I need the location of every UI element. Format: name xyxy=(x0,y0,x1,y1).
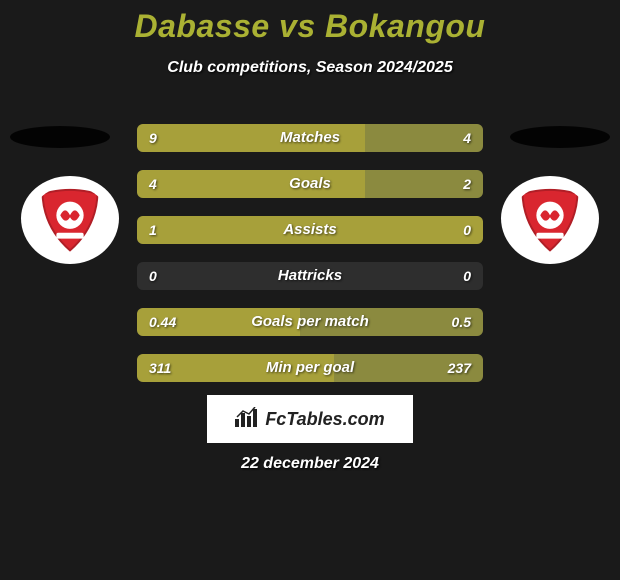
team-crest-left xyxy=(21,176,119,264)
stat-row: Matches9 4 xyxy=(137,124,483,152)
stat-label: Matches xyxy=(137,124,483,152)
stat-value-left: 9 xyxy=(149,124,157,152)
stat-value-left: 1 xyxy=(149,216,157,244)
stat-label: Hattricks xyxy=(137,262,483,290)
snapshot-date: 22 december 2024 xyxy=(0,455,620,473)
stat-value-left: 311 xyxy=(149,354,171,382)
stat-row: Min per goal311 237 xyxy=(137,354,483,382)
bar-chart-icon xyxy=(235,407,261,432)
stat-label: Assists xyxy=(137,216,483,244)
player-shadow-right xyxy=(510,126,610,148)
stat-value-right: 0 xyxy=(463,216,471,244)
stat-value-right: 4 xyxy=(463,124,471,152)
stat-label: Goals xyxy=(137,170,483,198)
stat-value-right: 237 xyxy=(448,354,471,382)
stat-label: Min per goal xyxy=(137,354,483,382)
shield-icon xyxy=(511,186,589,254)
stat-value-left: 0 xyxy=(149,262,157,290)
fctables-logo: FcTables.com xyxy=(207,395,413,443)
stat-row: Goals per match0.44 0.5 xyxy=(137,308,483,336)
comparison-title: Dabasse vs Bokangou xyxy=(0,0,620,45)
comparison-subtitle: Club competitions, Season 2024/2025 xyxy=(0,59,620,77)
stat-row: Assists1 0 xyxy=(137,216,483,244)
team-crest-right xyxy=(501,176,599,264)
stat-row: Goals4 2 xyxy=(137,170,483,198)
stat-value-right: 0.5 xyxy=(452,308,471,336)
stat-label: Goals per match xyxy=(137,308,483,336)
stat-value-left: 4 xyxy=(149,170,157,198)
player-shadow-left xyxy=(10,126,110,148)
fctables-logo-text: FcTables.com xyxy=(265,409,384,430)
shield-icon xyxy=(31,186,109,254)
stat-value-right: 2 xyxy=(463,170,471,198)
stat-row: Hattricks0 0 xyxy=(137,262,483,290)
stat-value-left: 0.44 xyxy=(149,308,176,336)
stats-panel: Matches94Goals42Assists10Hattricks00Goal… xyxy=(137,124,483,400)
stat-value-right: 0 xyxy=(463,262,471,290)
